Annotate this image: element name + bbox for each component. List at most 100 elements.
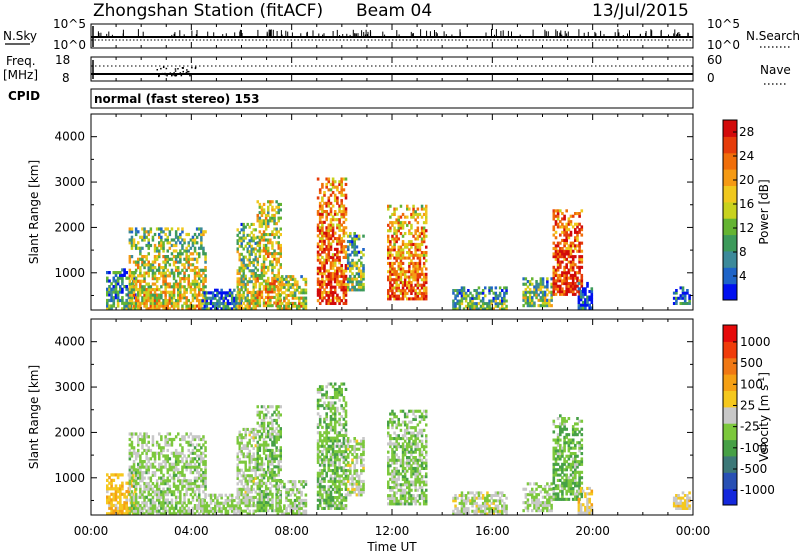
power-echo-cell — [147, 266, 150, 270]
power-echo-cell — [336, 196, 339, 200]
power-echo-cell — [316, 223, 320, 227]
power-echo-cell — [590, 290, 594, 294]
power-echo-cell — [158, 266, 161, 270]
power-echo-cell — [252, 228, 255, 232]
power-echo-cell — [273, 249, 276, 253]
velocity-echo-cell — [262, 448, 266, 452]
power-echo-cell — [420, 226, 424, 230]
power-echo-cell — [410, 286, 413, 290]
power-echo-cell — [323, 266, 326, 270]
velocity-echo-cell — [238, 487, 241, 491]
velocity-echo-cell — [298, 504, 301, 508]
power-echo-cell — [147, 243, 150, 248]
power-echo-cell — [155, 299, 159, 303]
power-echo-cell — [267, 301, 270, 305]
power-echo-cell — [264, 271, 268, 275]
power-echo-cell — [357, 258, 361, 262]
velocity-echo-cell — [287, 504, 290, 508]
power-echo-cell — [236, 247, 239, 251]
velocity-echo-cell — [151, 471, 155, 475]
power-echo-cell — [331, 191, 335, 195]
power-echo-cell — [280, 280, 284, 284]
velocity-echo-cell — [137, 451, 140, 455]
power-echo-cell — [338, 191, 341, 195]
velocity-echo-cell — [106, 490, 109, 494]
power-echo-cell — [248, 241, 251, 245]
power-echo-cell — [202, 249, 205, 253]
velocity-echo-cell — [198, 435, 201, 439]
velocity-echo-cell — [254, 495, 257, 499]
power-echo-cell — [153, 257, 157, 261]
velocity-echo-cell — [132, 446, 136, 450]
velocity-echo-cell — [250, 490, 253, 494]
power-echo-cell — [318, 261, 322, 265]
power-echo-cell — [304, 280, 308, 284]
velocity-echo-cell — [296, 504, 299, 508]
power-echo-cell — [170, 296, 174, 300]
power-echo-cell — [143, 235, 146, 239]
velocity-echo-cell — [327, 498, 331, 502]
velocity-echo-cell — [200, 468, 203, 472]
power-echo-cell — [246, 307, 249, 311]
velocity-echo-cell — [181, 501, 184, 505]
velocity-echo-cell — [114, 503, 118, 508]
velocity-echo-cell — [110, 492, 113, 496]
velocity-echo-cell — [269, 459, 272, 463]
power-echo-cell — [571, 244, 575, 248]
power-echo-cell — [116, 298, 120, 303]
velocity-echo-cell — [275, 407, 278, 411]
velocity-echo-cell — [216, 509, 219, 513]
velocity-echo-cell — [198, 493, 201, 497]
power-echo-cell — [202, 279, 205, 283]
power-echo-cell — [252, 304, 255, 308]
power-echo-cell — [410, 215, 413, 219]
power-echo-cell — [160, 274, 163, 278]
velocity-echo-cell — [279, 492, 282, 496]
power-echo-cell — [325, 285, 328, 289]
power-echo-cell — [151, 296, 155, 300]
power-echo-cell — [425, 251, 428, 255]
power-echo-cell — [346, 261, 350, 265]
power-echo-cell — [264, 222, 268, 226]
velocity-echo-cell — [287, 512, 290, 516]
velocity-echo-cell — [143, 501, 146, 505]
power-echo-cell — [578, 214, 581, 218]
power-echo-cell — [526, 285, 530, 289]
velocity-echo-cell — [181, 460, 184, 464]
power-echo-cell — [360, 250, 363, 254]
power-echo-cell — [355, 264, 359, 268]
power-echo-cell — [550, 285, 553, 289]
power-echo-cell — [131, 307, 135, 311]
velocity-echo-cell — [256, 498, 259, 502]
power-echo-cell — [327, 245, 331, 249]
power-echo-cell — [271, 254, 274, 258]
velocity-echo-cell — [248, 495, 251, 499]
velocity-echo-cell — [114, 492, 118, 496]
power-echo-cell — [155, 277, 159, 281]
velocity-echo-cell — [329, 439, 333, 443]
power-echo-cell — [110, 296, 113, 300]
power-echo-cell — [252, 258, 255, 262]
velocity-echo-cell — [262, 416, 266, 420]
power-echo-cell — [399, 272, 403, 276]
velocity-echo-cell — [262, 476, 266, 480]
power-echo-cell — [240, 277, 243, 281]
power-echo-cell — [119, 273, 122, 277]
velocity-echo-cell — [321, 404, 324, 408]
power-echo-cell — [399, 291, 403, 295]
power-echo-cell — [262, 274, 266, 278]
power-echo-cell — [391, 264, 394, 268]
velocity-echo-cell — [189, 465, 193, 469]
velocity-echo-cell — [275, 487, 278, 491]
power-echo-cell — [185, 288, 188, 292]
velocity-echo-cell — [271, 470, 274, 474]
power-echo-cell — [238, 296, 241, 300]
velocity-echo-cell — [273, 454, 276, 458]
velocity-echo-cell — [168, 443, 172, 447]
velocity-echo-cell — [183, 484, 186, 488]
power-echo-cell — [357, 234, 361, 238]
power-echo-cell — [535, 296, 538, 300]
power-echo-cell — [397, 215, 400, 219]
power-echo-cell — [244, 244, 247, 248]
velocity-echo-cell — [195, 443, 199, 447]
